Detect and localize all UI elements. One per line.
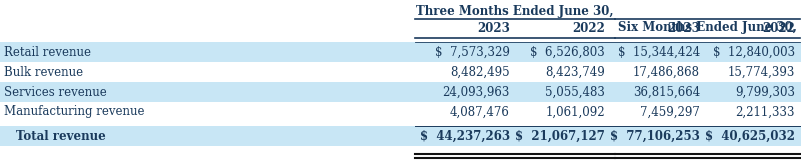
Text: $  7,573,329: $ 7,573,329	[435, 45, 510, 59]
Text: Total revenue: Total revenue	[16, 129, 106, 143]
Text: 8,423,749: 8,423,749	[545, 65, 605, 79]
Text: 7,459,297: 7,459,297	[640, 105, 700, 119]
Text: $  77,106,253: $ 77,106,253	[610, 129, 700, 143]
Bar	[0, 42, 801, 62]
Text: $  21,067,127: $ 21,067,127	[515, 129, 605, 143]
Text: Retail revenue: Retail revenue	[4, 45, 91, 59]
Text: Manufacturing revenue: Manufacturing revenue	[4, 105, 144, 119]
Text: 36,815,664: 36,815,664	[633, 85, 700, 99]
Text: 5,055,483: 5,055,483	[545, 85, 605, 99]
Text: Three Months Ended June 30,: Three Months Ended June 30,	[417, 5, 614, 19]
Text: 2022: 2022	[762, 21, 795, 35]
Text: 24,093,963: 24,093,963	[443, 85, 510, 99]
Text: $  40,625,032: $ 40,625,032	[705, 129, 795, 143]
Text: 4,087,476: 4,087,476	[450, 105, 510, 119]
Text: 15,774,393: 15,774,393	[727, 65, 795, 79]
Text: 2023: 2023	[477, 21, 510, 35]
Text: Bulk revenue: Bulk revenue	[4, 65, 83, 79]
Text: 1,061,092: 1,061,092	[545, 105, 605, 119]
Text: 2023: 2023	[667, 21, 700, 35]
Text: $  44,237,263: $ 44,237,263	[420, 129, 510, 143]
Text: 2022: 2022	[572, 21, 605, 35]
Text: 8,482,495: 8,482,495	[450, 65, 510, 79]
Text: $  12,840,003: $ 12,840,003	[713, 45, 795, 59]
Bar	[0, 126, 801, 146]
Text: 17,486,868: 17,486,868	[633, 65, 700, 79]
Text: 9,799,303: 9,799,303	[735, 85, 795, 99]
Text: $  6,526,803: $ 6,526,803	[530, 45, 605, 59]
Text: Six Months Ended June 30,: Six Months Ended June 30,	[618, 21, 797, 35]
Bar	[0, 82, 801, 102]
Text: Services revenue: Services revenue	[4, 85, 107, 99]
Text: 2,211,333: 2,211,333	[735, 105, 795, 119]
Text: $  15,344,424: $ 15,344,424	[618, 45, 700, 59]
